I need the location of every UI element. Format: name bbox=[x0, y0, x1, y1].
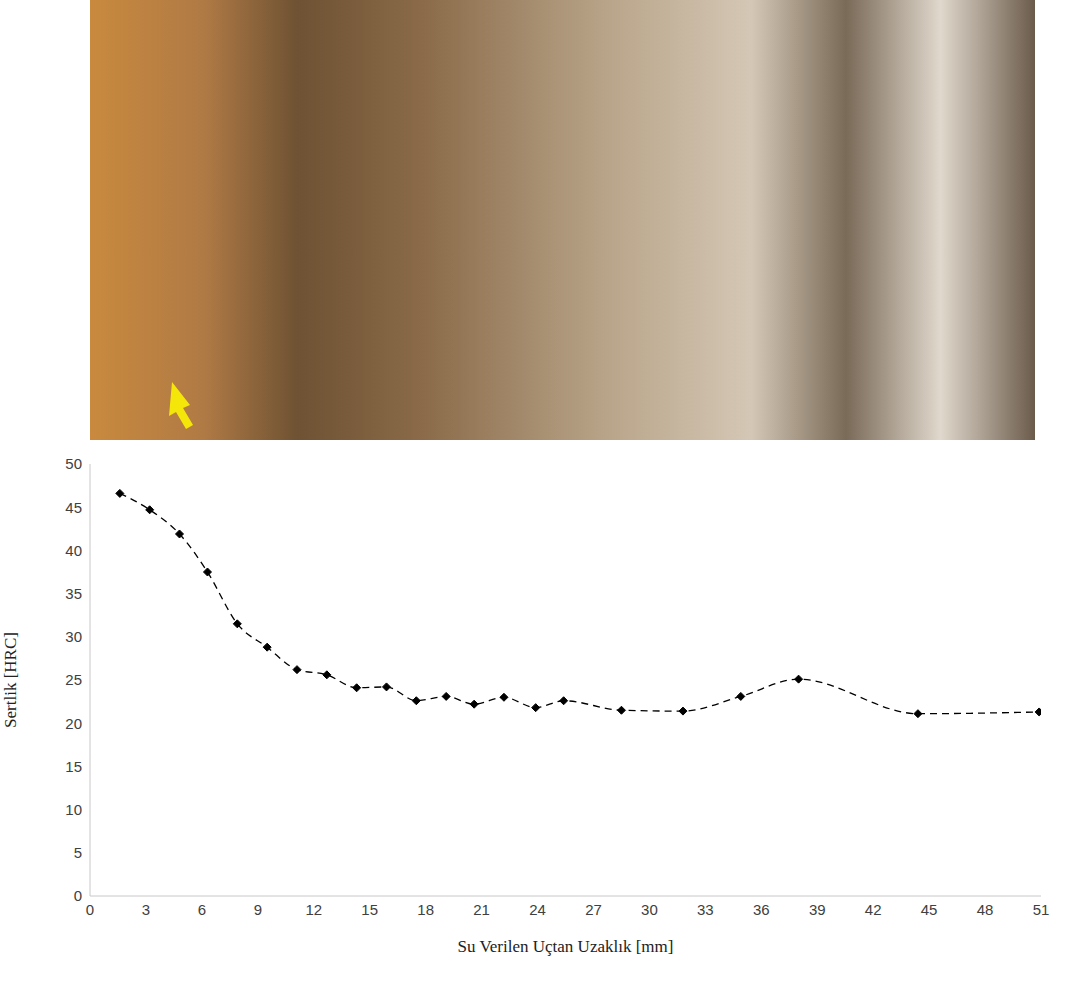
svg-text:Su Verilen Uçtan Uzaklık [mm]: Su Verilen Uçtan Uzaklık [mm] bbox=[458, 937, 674, 956]
svg-text:36: 36 bbox=[753, 901, 770, 918]
svg-text:42: 42 bbox=[865, 901, 882, 918]
svg-text:0: 0 bbox=[86, 901, 94, 918]
svg-text:18: 18 bbox=[417, 901, 434, 918]
svg-text:35: 35 bbox=[65, 585, 82, 602]
svg-text:40: 40 bbox=[65, 542, 82, 559]
svg-text:33: 33 bbox=[697, 901, 714, 918]
svg-text:Sertlik [HRC]: Sertlik [HRC] bbox=[1, 632, 20, 728]
svg-text:15: 15 bbox=[65, 758, 82, 775]
svg-text:45: 45 bbox=[65, 499, 82, 516]
svg-text:51: 51 bbox=[1033, 901, 1050, 918]
svg-text:5: 5 bbox=[74, 844, 82, 861]
svg-text:24: 24 bbox=[529, 901, 546, 918]
svg-text:15: 15 bbox=[361, 901, 378, 918]
svg-text:27: 27 bbox=[585, 901, 602, 918]
svg-text:39: 39 bbox=[809, 901, 826, 918]
svg-text:50: 50 bbox=[65, 455, 82, 472]
svg-text:6: 6 bbox=[198, 901, 206, 918]
svg-text:9: 9 bbox=[254, 901, 262, 918]
svg-text:30: 30 bbox=[65, 628, 82, 645]
svg-text:0: 0 bbox=[74, 887, 82, 904]
svg-text:20: 20 bbox=[65, 715, 82, 732]
svg-text:3: 3 bbox=[142, 901, 150, 918]
svg-text:48: 48 bbox=[977, 901, 994, 918]
svg-text:45: 45 bbox=[921, 901, 938, 918]
svg-text:10: 10 bbox=[65, 801, 82, 818]
svg-text:12: 12 bbox=[305, 901, 322, 918]
svg-text:25: 25 bbox=[65, 671, 82, 688]
svg-text:30: 30 bbox=[641, 901, 658, 918]
svg-text:21: 21 bbox=[473, 901, 490, 918]
